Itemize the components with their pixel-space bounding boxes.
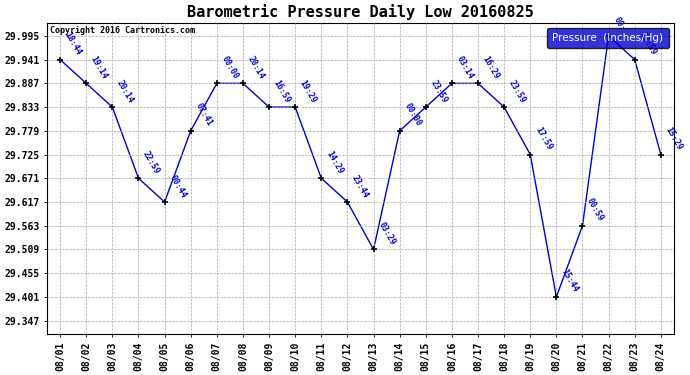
Text: 00:00: 00:00 [219, 54, 240, 81]
Text: 23:59: 23:59 [428, 78, 449, 104]
Text: 16:29: 16:29 [481, 54, 501, 81]
Text: 20:14: 20:14 [246, 54, 266, 81]
Text: 00:: 00: [611, 16, 627, 33]
Text: 15:29: 15:29 [664, 126, 684, 152]
Text: 16:59: 16:59 [272, 78, 292, 104]
Text: 15:44: 15:44 [559, 268, 580, 294]
Text: 00:59: 00:59 [585, 197, 606, 223]
Text: 19:29: 19:29 [298, 78, 318, 104]
Text: 23:59: 23:59 [638, 31, 658, 57]
Text: 20:14: 20:14 [115, 78, 135, 104]
Text: 00:00: 00:00 [402, 102, 423, 128]
Text: 19:14: 19:14 [89, 54, 109, 81]
Text: 03:29: 03:29 [376, 220, 397, 247]
Text: 17:59: 17:59 [533, 126, 553, 152]
Text: 23:59: 23:59 [507, 78, 527, 104]
Text: Copyright 2016 Cartronics.com: Copyright 2016 Cartronics.com [50, 26, 195, 35]
Legend: Pressure  (Inches/Hg): Pressure (Inches/Hg) [547, 28, 669, 48]
Text: 14:29: 14:29 [324, 149, 344, 176]
Text: 00:44: 00:44 [168, 173, 188, 199]
Text: 03:14: 03:14 [455, 54, 475, 81]
Text: 23:44: 23:44 [351, 173, 371, 199]
Text: 07:41: 07:41 [193, 102, 214, 128]
Text: 18:44: 18:44 [63, 31, 83, 57]
Title: Barometric Pressure Daily Low 20160825: Barometric Pressure Daily Low 20160825 [187, 4, 534, 20]
Text: 22:59: 22:59 [141, 149, 161, 176]
